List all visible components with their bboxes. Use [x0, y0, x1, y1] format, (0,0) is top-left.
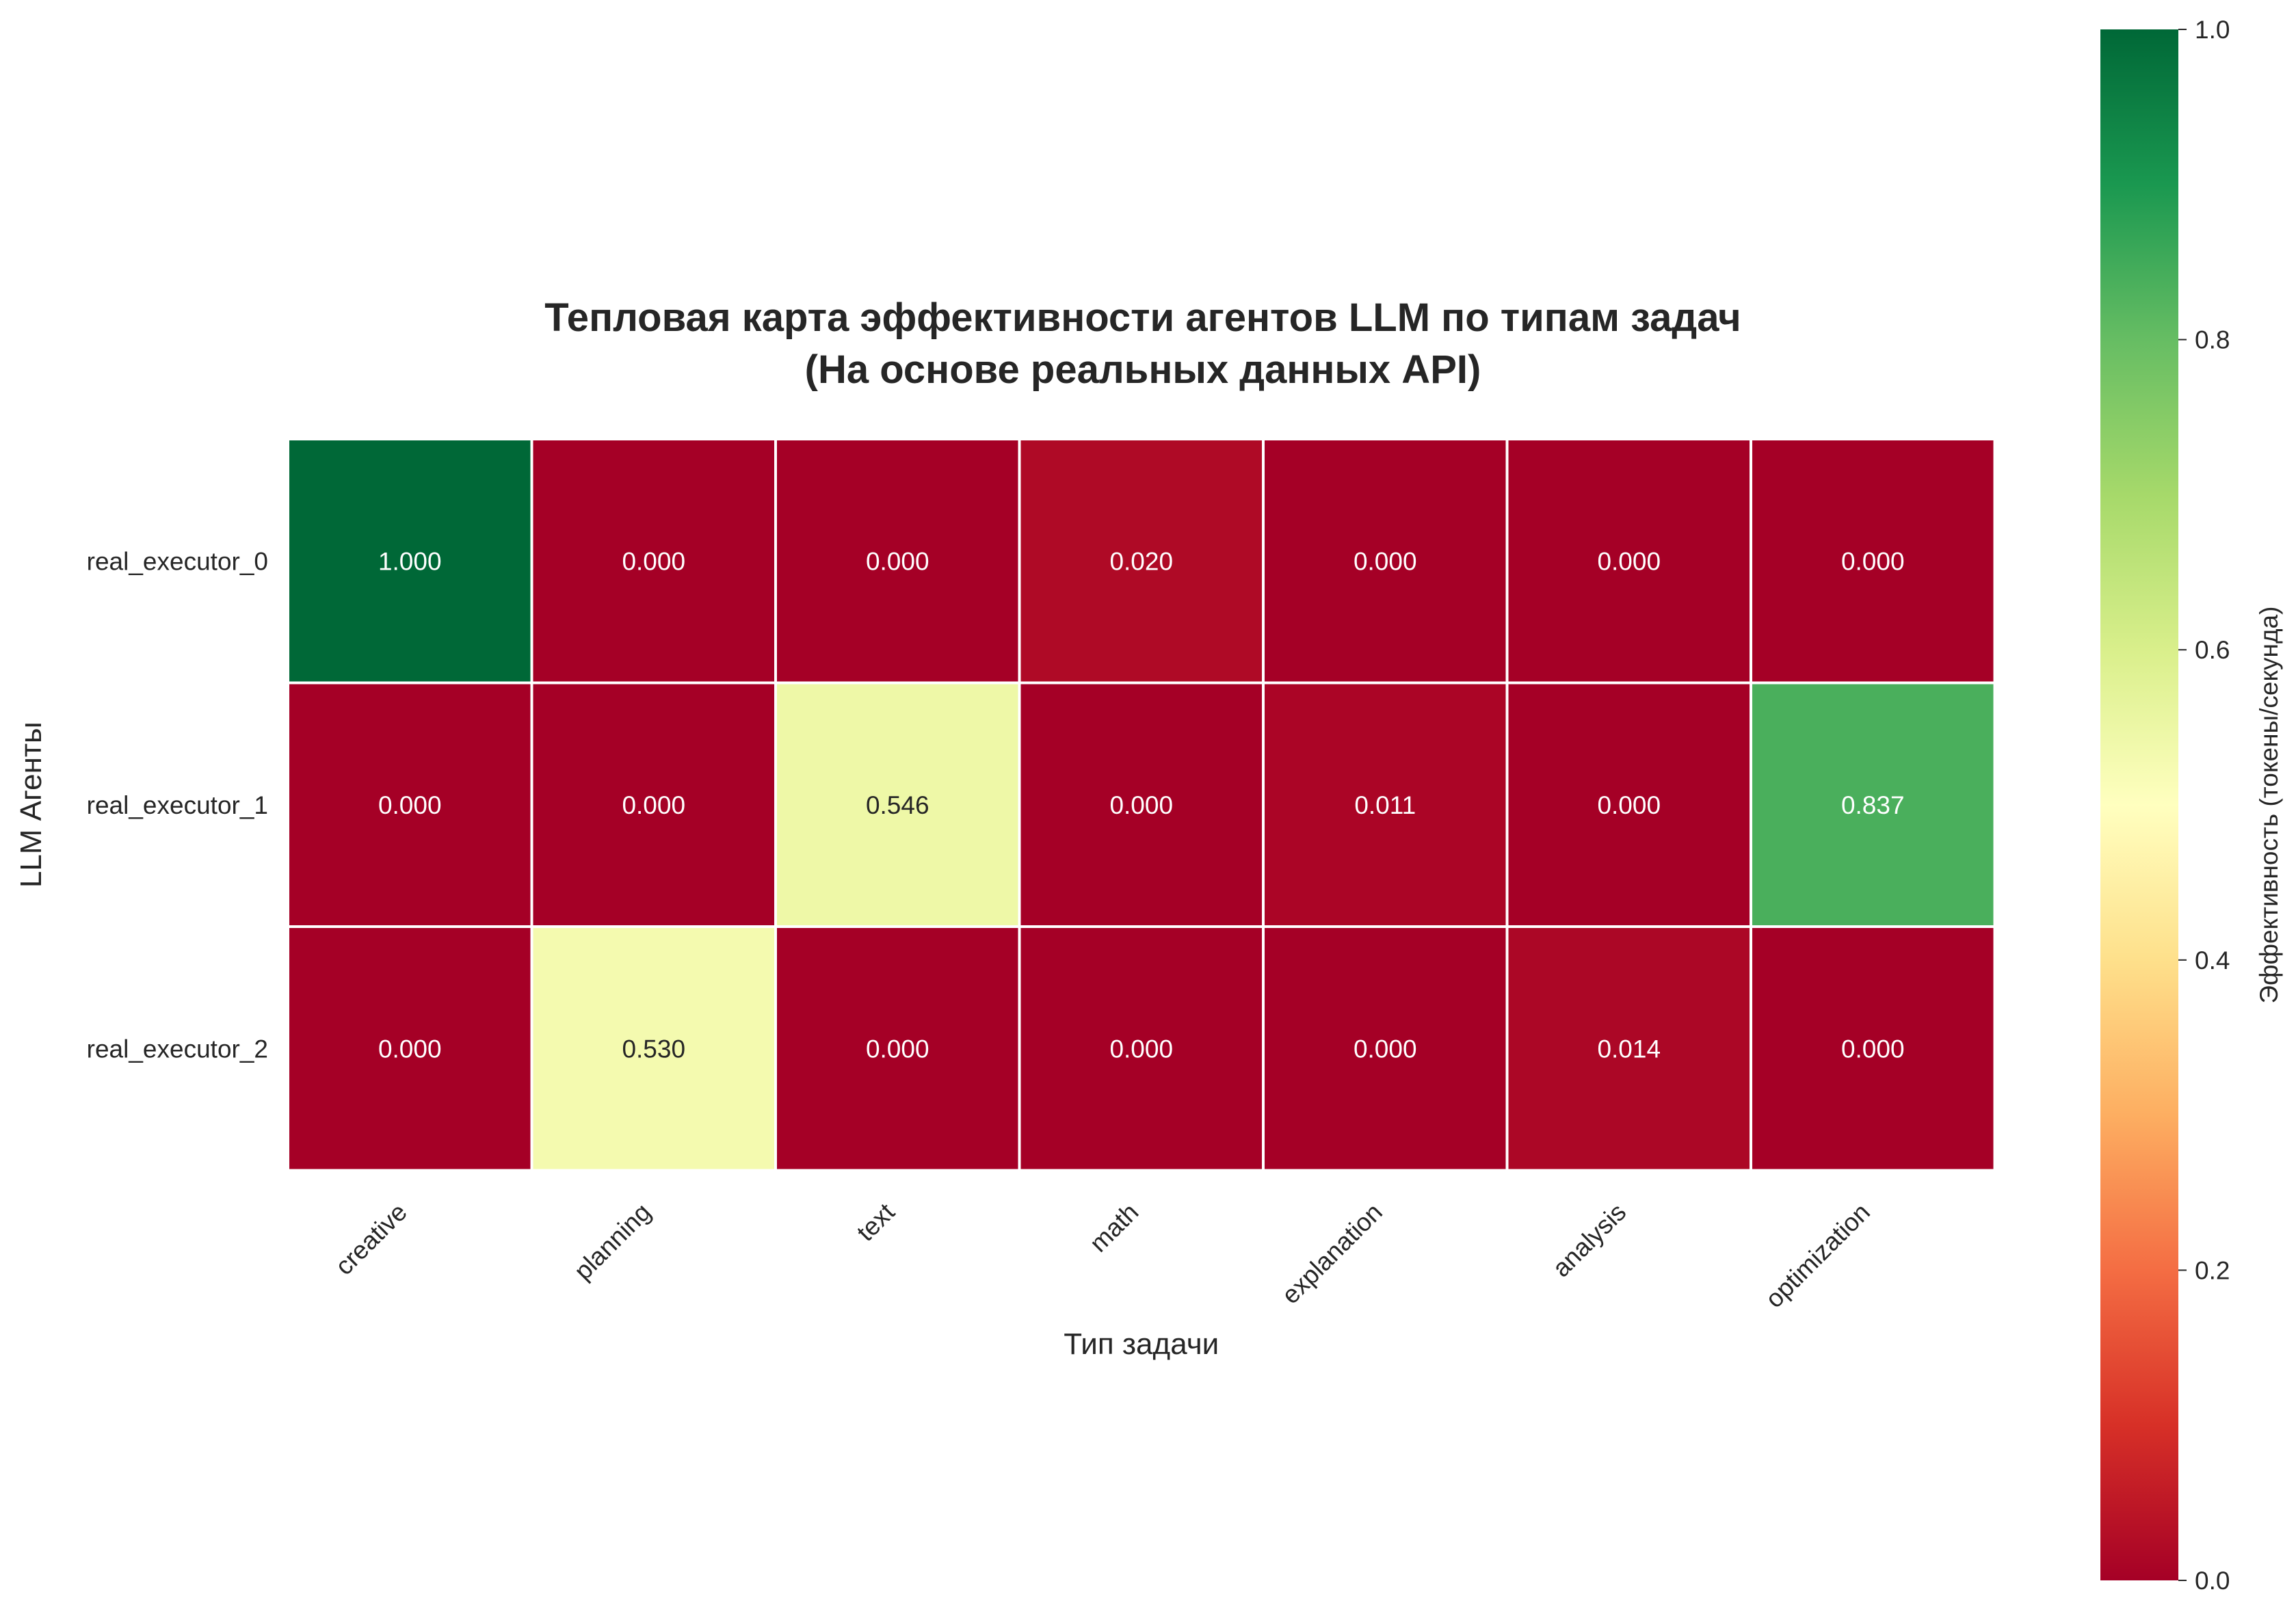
colorbar: 0.0 0.2 0.4 0.6 0.8 1.0 Эффективность (токены/…	[2100, 16, 2283, 1595]
cell-value-label: 0.000	[866, 547, 929, 575]
y-tick-label: real_executor_0	[87, 547, 268, 575]
cell-value-label: 0.000	[1841, 1035, 1905, 1063]
cell-value-label: 0.000	[622, 547, 685, 575]
cell-value-label: 0.011	[1354, 791, 1416, 819]
x-tick-label: planning	[568, 1198, 656, 1286]
colorbar-tick-label: 0.2	[2195, 1256, 2230, 1284]
cell-value-label: 0.530	[622, 1035, 685, 1063]
heatmap-cell	[1262, 438, 1509, 685]
cell-value-label: 0.837	[1841, 791, 1905, 819]
heatmap-cell	[1750, 925, 1996, 1172]
colorbar-tick-label: 0.0	[2195, 1567, 2230, 1595]
heatmap-cell	[774, 925, 1021, 1172]
x-tick-label: creative	[330, 1198, 412, 1281]
x-axis-label: Тип задачи	[1064, 1327, 1219, 1361]
heatmap-cell	[287, 925, 533, 1172]
cell-value-label: 0.000	[866, 1035, 929, 1063]
heatmap-cell	[1262, 925, 1509, 1172]
x-tick-label: text	[852, 1197, 901, 1247]
cell-value-label: 0.000	[622, 791, 685, 819]
x-tick-label: optimization	[1760, 1198, 1875, 1314]
y-tick-label: real_executor_2	[87, 1035, 268, 1063]
heatmap-cell	[1750, 681, 1996, 928]
cell-value-label: 0.000	[1109, 1035, 1173, 1063]
chart-title-line-2: (На основе реальных данных API)	[805, 347, 1481, 392]
cell-value-label: 0.000	[378, 791, 442, 819]
heatmap-cells	[287, 438, 1996, 1172]
cell-value-label: 1.000	[378, 547, 442, 575]
heatmap-cell	[1018, 925, 1265, 1172]
x-axis-tick-labels: creative planning text math explanation analy…	[330, 1197, 1875, 1313]
heatmap-cell	[1262, 681, 1509, 928]
cell-value-label: 0.000	[1109, 791, 1173, 819]
cell-value-label: 0.000	[1354, 547, 1417, 575]
y-tick-label: real_executor_1	[87, 791, 268, 819]
chart-title: Тепловая карта эффективности агентов LLM…	[544, 295, 1741, 392]
heatmap-cell	[1018, 438, 1265, 685]
cell-value-label: 0.014	[1597, 1035, 1661, 1063]
cell-value-label: 0.546	[866, 791, 929, 819]
heatmap-cell	[287, 681, 533, 928]
heatmap-cell-labels: 1.000 0.000 0.000 0.020 0.000 0.000 0.000 0.000…	[378, 547, 1905, 1063]
heatmap-cell	[287, 438, 533, 685]
cell-value-label: 0.000	[1597, 791, 1661, 819]
colorbar-tick-label: 0.8	[2195, 326, 2230, 354]
colorbar-tick-label: 1.0	[2195, 16, 2230, 44]
x-tick-label: analysis	[1547, 1198, 1632, 1283]
cell-value-label: 0.000	[1841, 547, 1905, 575]
heatmap-cell	[1505, 681, 1752, 928]
colorbar-tick-label: 0.4	[2195, 946, 2230, 974]
y-axis-label: LLM Агенты	[14, 721, 48, 888]
chart-title-line-1: Тепловая карта эффективности агентов LLM…	[544, 295, 1741, 340]
heatmap-cell	[1505, 925, 1752, 1172]
x-tick-label: explanation	[1276, 1198, 1388, 1310]
colorbar-label: Эффективность (токены/секунда)	[2255, 607, 2283, 1004]
heatmap-cell	[530, 438, 777, 685]
heatmap-cell	[530, 925, 777, 1172]
y-axis-tick-labels: real_executor_0 real_executor_1 real_execu…	[87, 547, 268, 1063]
cell-value-label: 0.000	[378, 1035, 442, 1063]
heatmap-cell	[774, 438, 1021, 685]
heatmap-cell	[1505, 438, 1752, 685]
cell-value-label: 0.020	[1109, 547, 1173, 575]
heatmap-cell	[774, 681, 1021, 928]
cell-value-label: 0.000	[1354, 1035, 1417, 1063]
colorbar-bar	[2100, 29, 2178, 1580]
cell-value-label: 0.000	[1597, 547, 1661, 575]
x-tick-label: math	[1084, 1198, 1144, 1258]
colorbar-tick-label: 0.6	[2195, 636, 2230, 664]
